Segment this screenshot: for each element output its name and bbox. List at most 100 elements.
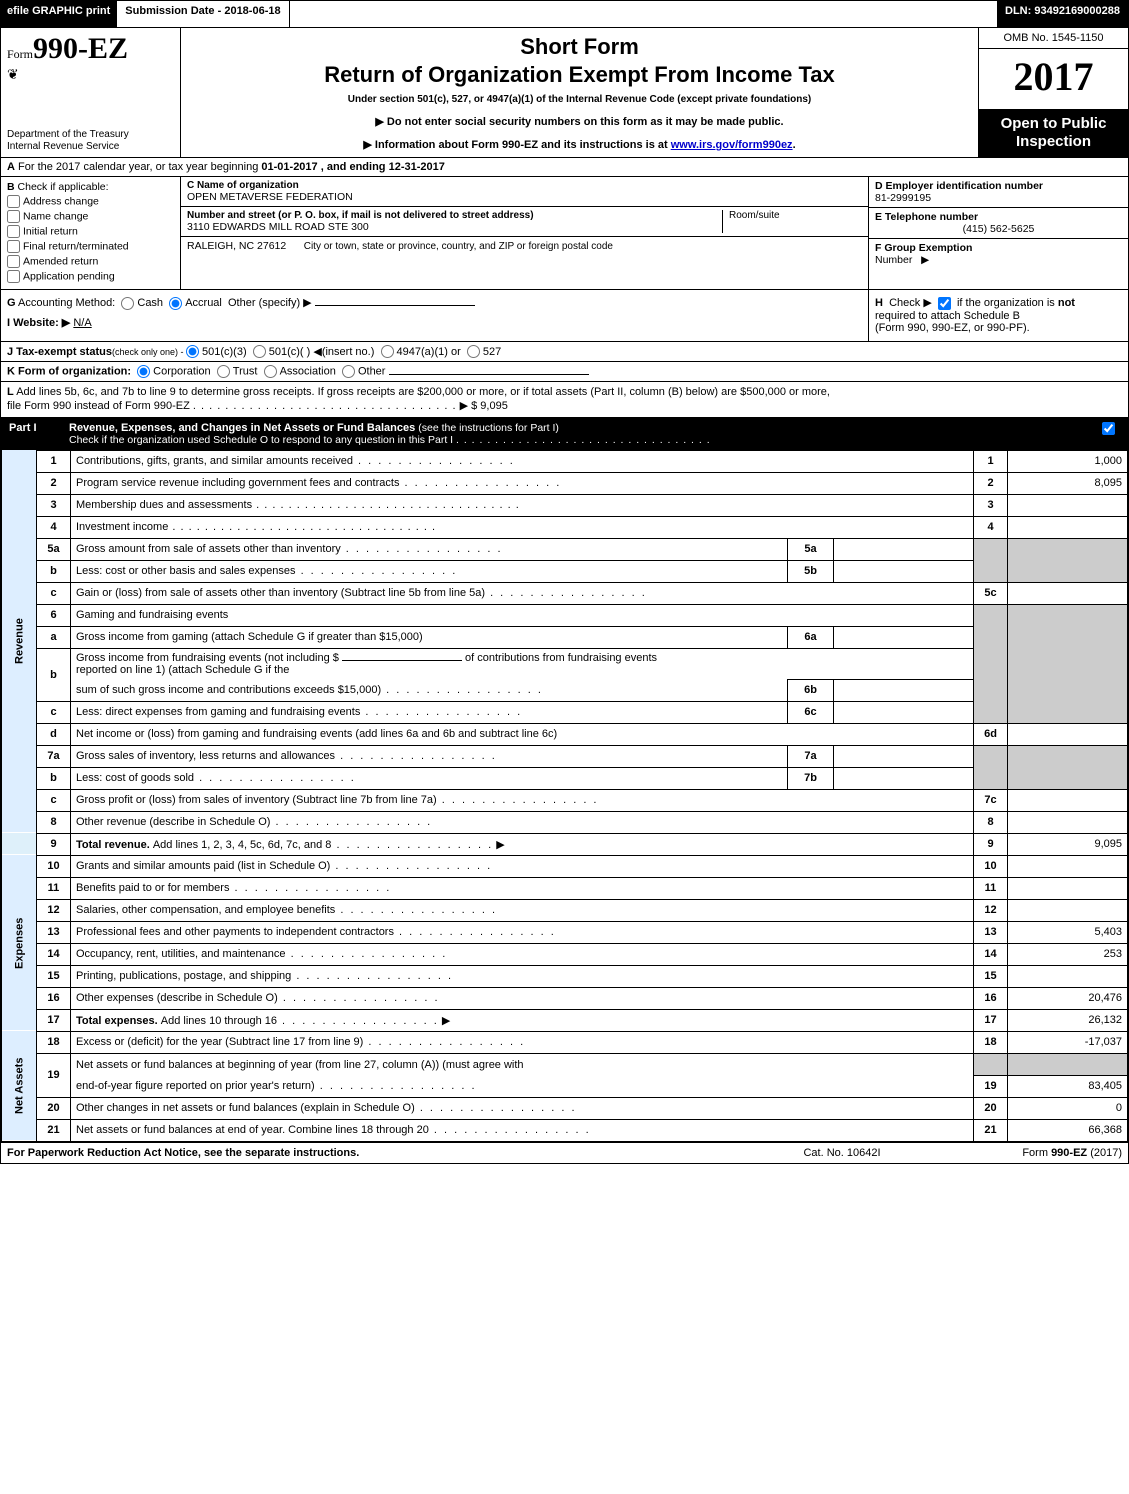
h-checkbox[interactable] <box>938 297 951 310</box>
cb-final-return[interactable]: Final return/terminated <box>7 240 174 253</box>
mid-val <box>834 626 974 648</box>
table-row: 15 Printing, publications, postage, and … <box>2 965 1128 987</box>
cb-initial-return-input[interactable] <box>7 225 20 238</box>
city-value: RALEIGH, NC 27612 <box>187 240 286 252</box>
table-row: 19 Net assets or fund balances at beginn… <box>2 1053 1128 1075</box>
e-phone-row: E Telephone number (415) 562-5625 <box>869 208 1128 239</box>
footer-form-post: (2017) <box>1087 1147 1122 1159</box>
k-assoc-radio[interactable] <box>264 365 277 378</box>
line-rnum: 12 <box>974 899 1008 921</box>
cb-address-change[interactable]: Address change <box>7 195 174 208</box>
line-num: 20 <box>37 1097 71 1119</box>
line-rval <box>1008 494 1128 516</box>
table-row: 5a Gross amount from sale of assets othe… <box>2 538 1128 560</box>
j-o2-pre: 501(c)( <box>269 346 307 358</box>
a-text-mid: , and ending <box>321 161 389 173</box>
line-rval: 66,368 <box>1008 1119 1128 1141</box>
l-label: L <box>7 386 14 398</box>
line-num: b <box>37 767 71 789</box>
line-desc: Net assets or fund balances at beginning… <box>71 1053 974 1075</box>
line-desc: Occupancy, rent, utilities, and maintena… <box>71 943 974 965</box>
blank-amount[interactable] <box>342 660 462 661</box>
block-b-left: B Check if applicable: Address change Na… <box>1 177 181 289</box>
line-rval <box>1008 723 1128 745</box>
b-label: B <box>7 181 15 193</box>
k-other-radio[interactable] <box>342 365 355 378</box>
line-rval: 8,095 <box>1008 472 1128 494</box>
line-num: 1 <box>37 450 71 472</box>
k-trust-radio[interactable] <box>217 365 230 378</box>
line-num: 19 <box>37 1053 71 1097</box>
line-rval <box>1008 811 1128 833</box>
cb-amended-return[interactable]: Amended return <box>7 255 174 268</box>
line-rval <box>1008 899 1128 921</box>
line-desc: Net assets or fund balances at end of ye… <box>71 1119 974 1141</box>
cb-amended-return-input[interactable] <box>7 255 20 268</box>
g-other: Other (specify) ▶ <box>228 297 312 309</box>
table-row: Net Assets 18 Excess or (deficit) for th… <box>2 1031 1128 1053</box>
line-rval: 0 <box>1008 1097 1128 1119</box>
c-label: C Name of organization <box>187 180 862 191</box>
g-text: Accounting Method: <box>18 297 115 309</box>
treasury-line2: Internal Revenue Service <box>7 141 174 153</box>
instr-link[interactable]: www.irs.gov/form990ez <box>671 139 793 151</box>
j-o4: 527 <box>483 346 501 358</box>
i-website-value: N/A <box>73 317 91 329</box>
a-text-pre: For the 2017 calendar year, or tax year … <box>18 161 261 173</box>
instr2-pre: ▶ Information about Form 990-EZ and its … <box>363 139 670 151</box>
line-rval: 83,405 <box>1008 1075 1128 1097</box>
j-501c3-radio[interactable] <box>186 345 199 358</box>
table-row: 20 Other changes in net assets or fund b… <box>2 1097 1128 1119</box>
shade-cell <box>974 1053 1008 1075</box>
block-b-mid: C Name of organization OPEN METAVERSE FE… <box>181 177 868 289</box>
line-rval: 26,132 <box>1008 1009 1128 1031</box>
header-block: Form990-EZ ❦ Department of the Treasury … <box>1 27 1128 157</box>
k-o4: Other <box>358 366 386 378</box>
line-desc: end-of-year figure reported on prior yea… <box>71 1075 974 1097</box>
g-other-blank[interactable] <box>315 305 475 306</box>
l-amount: 9,095 <box>480 400 508 412</box>
line-num: b <box>37 560 71 582</box>
line-rnum: 13 <box>974 921 1008 943</box>
mid-num: 7a <box>788 745 834 767</box>
j-501c-radio[interactable] <box>253 345 266 358</box>
cb-name-change[interactable]: Name change <box>7 210 174 223</box>
mid-num: 7b <box>788 767 834 789</box>
cb-address-change-input[interactable] <box>7 195 20 208</box>
open-line2: Inspection <box>1016 133 1091 150</box>
part1-checkbox[interactable] <box>1102 422 1115 435</box>
netassets-sidelabel: Net Assets <box>2 1031 37 1141</box>
j-4947-radio[interactable] <box>381 345 394 358</box>
main-title: Return of Organization Exempt From Incom… <box>191 62 968 88</box>
j-527-radio[interactable] <box>467 345 480 358</box>
g-cash-radio[interactable] <box>121 297 134 310</box>
line-num: 18 <box>37 1031 71 1053</box>
line-num: c <box>37 582 71 604</box>
k-other-blank[interactable] <box>389 374 589 375</box>
mid-val <box>834 767 974 789</box>
k-corp-radio[interactable] <box>137 365 150 378</box>
line-desc: Benefits paid to or for members <box>71 877 974 899</box>
mid-num: 6b <box>788 679 834 701</box>
line-num: 13 <box>37 921 71 943</box>
line-num: 15 <box>37 965 71 987</box>
g-label: G <box>7 297 16 309</box>
line-num: 12 <box>37 899 71 921</box>
line-rval <box>1008 965 1128 987</box>
cb-name-change-input[interactable] <box>7 210 20 223</box>
cb-application-pending-input[interactable] <box>7 270 20 283</box>
cb-initial-return[interactable]: Initial return <box>7 225 174 238</box>
d-ein-row: D Employer identification number 81-2999… <box>869 177 1128 208</box>
cb-final-return-input[interactable] <box>7 240 20 253</box>
c-org-name-row: C Name of organization OPEN METAVERSE FE… <box>181 177 868 207</box>
cb-application-pending[interactable]: Application pending <box>7 270 174 283</box>
mid-val <box>834 679 974 701</box>
line-num: 2 <box>37 472 71 494</box>
efile-badge: efile GRAPHIC print <box>1 1 117 27</box>
line-num: b <box>37 648 71 701</box>
line-num: 5a <box>37 538 71 560</box>
line-rnum: 16 <box>974 987 1008 1009</box>
l-text1: Add lines 5b, 6c, and 7b to line 9 to de… <box>16 386 830 398</box>
line-desc: Other expenses (describe in Schedule O) <box>71 987 974 1009</box>
g-accrual-radio[interactable] <box>169 297 182 310</box>
